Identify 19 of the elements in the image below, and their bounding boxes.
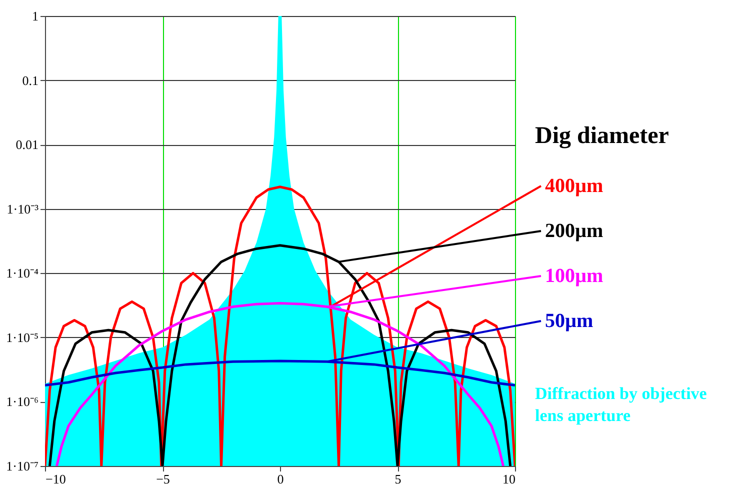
y-tick-label: 1·10⁻⁷ (6, 458, 38, 474)
y-tick-label: 1·10⁻⁴ (6, 266, 39, 281)
y-tick-label: 0.01 (16, 137, 38, 152)
x-tick-label: 0 (277, 472, 284, 486)
legend-title: Dig diameter (535, 123, 670, 149)
x-tick-label: 10 (502, 472, 516, 486)
y-tick-label: 1·10⁻⁶ (6, 394, 38, 410)
text: 400µm (545, 175, 604, 197)
y-tick-label: 1·10⁻³ (6, 201, 39, 216)
x-tick-label: −5 (156, 472, 170, 486)
text: 200µm (545, 220, 604, 242)
y-tick-label: 1·10⁻⁵ (6, 330, 38, 345)
x-tick-label: 5 (394, 472, 402, 486)
y-tick-label: 1 (32, 8, 38, 24)
y-tick-label: 0.1 (22, 72, 38, 88)
text: 50µm (545, 310, 594, 332)
x-tick-label: −10 (46, 472, 66, 486)
series-label: Diffraction by objective lens aperture (535, 384, 708, 425)
text: 100µm (545, 265, 604, 287)
